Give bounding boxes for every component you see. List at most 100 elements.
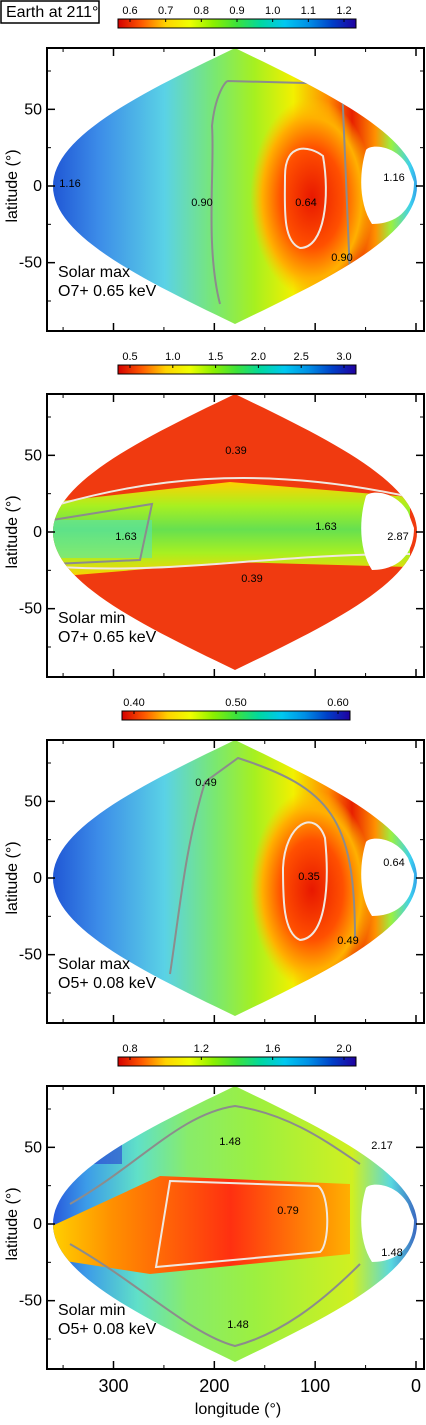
- y-tick-label: 0: [33, 524, 42, 541]
- colorbar-tick-label: 0.8: [194, 5, 209, 17]
- colorbar-tick-label: 1.0: [265, 5, 280, 17]
- blind-region: [361, 1184, 414, 1262]
- blind-region: [361, 838, 414, 916]
- panel-label-line: O5+ 0.08 keV: [58, 975, 157, 992]
- contour-label: 1.63: [115, 531, 136, 543]
- contour-outer-lower: [69, 1243, 361, 1348]
- chart-panel-3: 0.40 0.50 0.60 0.49 0.35 0.64 0.49 Solar max O5+…: [4, 697, 425, 1024]
- y-tick-label: -50: [19, 255, 42, 272]
- contour-label: 1.48: [227, 1319, 248, 1331]
- earth-label-box: Earth at 211°: [0, 0, 100, 24]
- panel-label-line: O7+ 0.65 keV: [58, 283, 157, 300]
- field-band-left: [53, 520, 152, 558]
- contour-outer-upper: [69, 1104, 361, 1205]
- colorbar-tick-label: 2.0: [336, 1043, 351, 1055]
- contour-label: 0.79: [277, 1205, 298, 1217]
- x-axis-label: longitude (°): [195, 1401, 281, 1418]
- contour-upper: [59, 477, 411, 505]
- contour-inner: [154, 1179, 329, 1269]
- colorbar-tick-label: 1.6: [265, 1043, 280, 1055]
- x-tick-label: 100: [300, 1376, 330, 1396]
- y-tick-label: 0: [33, 1216, 42, 1233]
- panel-label-line: Solar max: [58, 956, 130, 973]
- contour-label: 1.16: [383, 172, 404, 184]
- contour-label: 0.49: [337, 935, 358, 947]
- y-tick-label: -50: [19, 947, 42, 964]
- x-tick-label: 0: [411, 1376, 421, 1396]
- chart-panel-2: 0.5 1.0 1.5 2.0 2.5 3.0 0.39 1.63 1.63 2.87 0.39 So…: [4, 351, 425, 678]
- plot-frame: [46, 1085, 425, 1370]
- contour-label: 0.64: [383, 857, 404, 869]
- contour-label: 2.17: [371, 1140, 392, 1152]
- colorbar-tick-label: 0.6: [122, 5, 137, 17]
- contour-label: 0.39: [225, 445, 246, 457]
- colorbar-tick-label: 0.5: [122, 351, 137, 363]
- y-axis-label: latitude (°): [4, 841, 21, 914]
- contour-inner: [281, 821, 328, 942]
- contour-label: 1.16: [59, 178, 80, 190]
- panel-label-line: Solar min: [58, 1302, 126, 1319]
- colorbar-2: [117, 364, 357, 375]
- panel-label-line: Solar max: [58, 264, 130, 281]
- colorbar-tick-label: 0.40: [123, 697, 144, 709]
- contour-outer: [210, 79, 351, 305]
- contour-label: 1.48: [381, 1247, 402, 1259]
- contour-label: 0.49: [195, 777, 216, 789]
- plot-frame: [46, 393, 425, 678]
- contour-mid-left: [53, 502, 154, 565]
- colorbar-tick-label: 1.2: [336, 5, 351, 17]
- y-tick-label: -50: [19, 1293, 42, 1310]
- colorbar-tick-label: 1.2: [194, 1043, 209, 1055]
- blind-region: [361, 492, 414, 570]
- plot-frame: [46, 47, 425, 332]
- colorbar-tick-label: 1.0: [165, 351, 180, 363]
- colorbar-tick-label: 1.1: [301, 5, 316, 17]
- y-tick-label: 50: [24, 447, 42, 464]
- field-band: [53, 1176, 350, 1274]
- panel-label-line: Solar min: [58, 610, 126, 627]
- y-tick-label: 50: [24, 101, 42, 118]
- colorbar-tick-label: 2.5: [294, 351, 309, 363]
- chart-panel-4: 0.8 1.2 1.6 2.0 1.48 2.17 0.79 1.48 1.48 Solar mi…: [4, 1043, 425, 1370]
- contour-label: 0.35: [298, 871, 319, 883]
- colorbar-tick-label: 0.60: [327, 697, 348, 709]
- y-axis-label: latitude (°): [4, 149, 21, 222]
- field-core: [250, 790, 374, 990]
- contour-label: 0.39: [241, 573, 262, 585]
- colorbar-tick-label: 0.50: [225, 697, 246, 709]
- y-axis-label: latitude (°): [4, 495, 21, 568]
- y-tick-label: -50: [19, 601, 42, 618]
- field-patch: [53, 1086, 122, 1164]
- colorbar-tick-label: 0.7: [158, 5, 173, 17]
- panel-label-line: O5+ 0.08 keV: [58, 1321, 157, 1338]
- field-core: [250, 98, 374, 298]
- panel-label-line: O7+ 0.65 keV: [58, 629, 157, 646]
- contour-label: 0.64: [295, 197, 316, 209]
- colorbar-tick-label: 1.5: [208, 351, 223, 363]
- y-tick-label: 50: [24, 793, 42, 810]
- contour-label: 1.48: [219, 1136, 240, 1148]
- contour-lower: [59, 553, 411, 570]
- colorbar-tick-label: 3.0: [336, 351, 351, 363]
- x-tick-label: 300: [98, 1376, 128, 1396]
- contour-label: 0.90: [191, 197, 212, 209]
- contour-outer: [169, 756, 356, 975]
- earth-label: Earth at 211°: [6, 4, 98, 21]
- plot-frame: [46, 739, 425, 1024]
- contour-inner: [283, 147, 327, 250]
- x-tick-label: 200: [199, 1376, 229, 1396]
- y-axis-label: latitude (°): [4, 1187, 21, 1260]
- y-tick-label: 0: [33, 178, 42, 195]
- colorbar-tick-label: 0.8: [122, 1043, 137, 1055]
- y-tick-label: 50: [24, 1139, 42, 1156]
- contour-label: 1.63: [315, 521, 336, 533]
- colorbar-tick-label: 2.0: [251, 351, 266, 363]
- contour-label: 2.87: [387, 531, 408, 543]
- colorbar-tick-label: 0.9: [229, 5, 244, 17]
- y-tick-label: 0: [33, 870, 42, 887]
- colorbar-4: [117, 1056, 357, 1067]
- blind-region: [361, 146, 414, 224]
- contour-label: 0.90: [331, 252, 352, 264]
- chart-panel-1: 0.6 0.7 0.8 0.9 1.0 1.1 1.2 1.16 0.90 0.64 1.16 0.9…: [4, 5, 425, 332]
